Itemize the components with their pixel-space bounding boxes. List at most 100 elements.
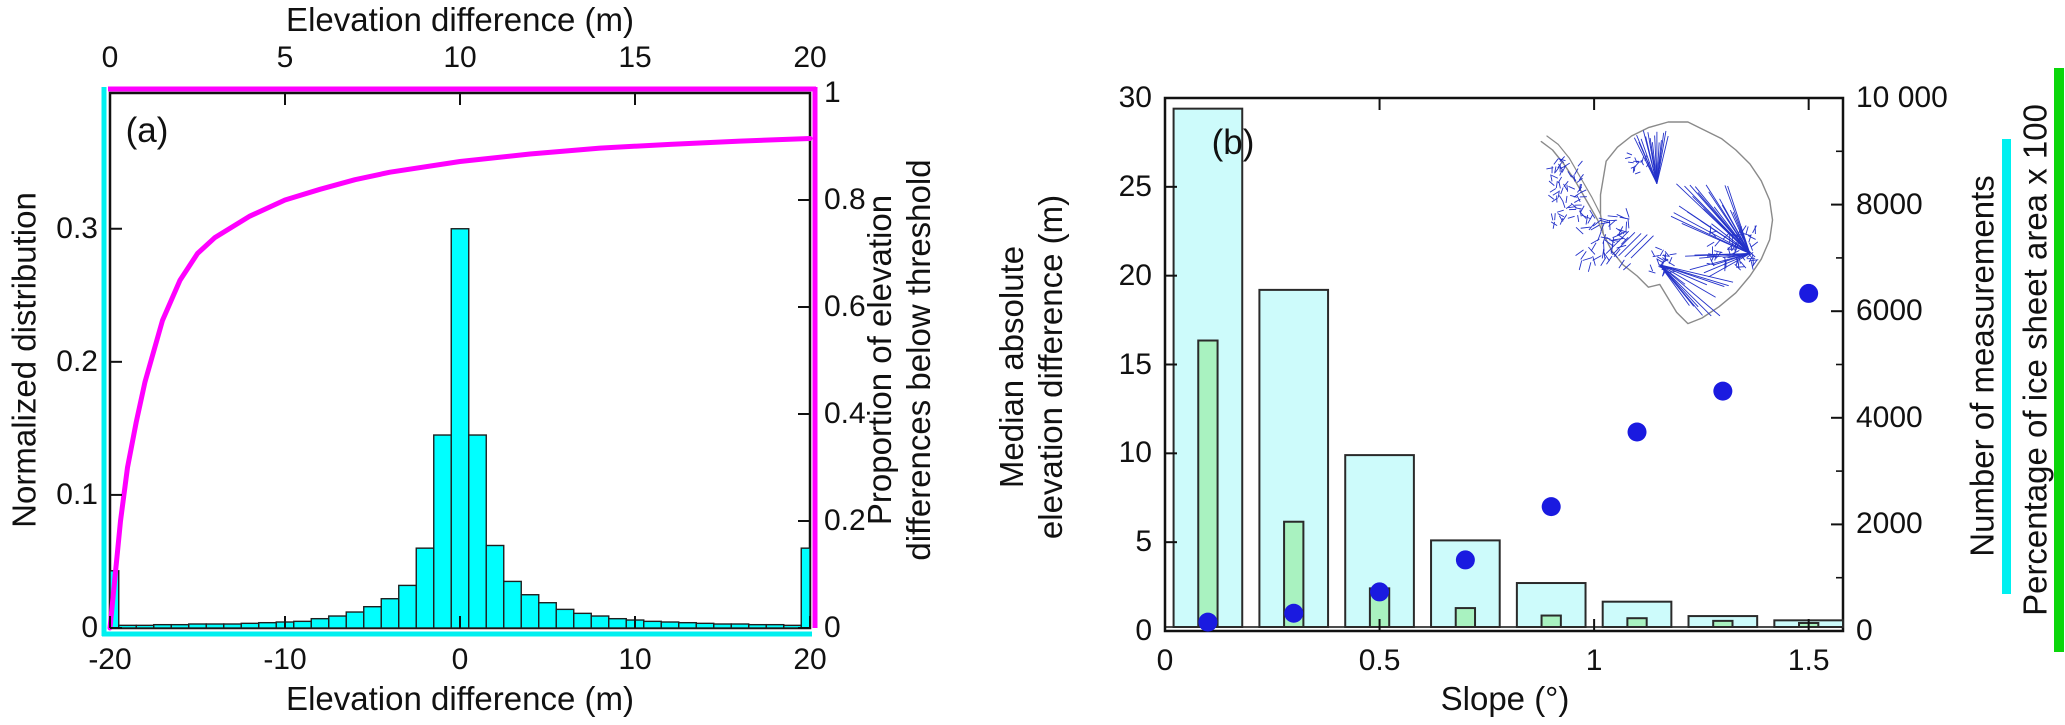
flight-track xyxy=(1576,177,1583,183)
flight-track xyxy=(1567,170,1572,178)
flight-track xyxy=(1656,130,1667,184)
flight-track xyxy=(1570,194,1578,198)
ice-area-bar xyxy=(1197,339,1219,628)
flight-track xyxy=(1656,258,1660,266)
flight-track xyxy=(1710,253,1716,262)
tick-label: 5 xyxy=(1135,525,1152,559)
flight-track xyxy=(1592,255,1602,261)
flight-track xyxy=(1604,239,1613,247)
histogram-bar xyxy=(363,606,382,629)
tick-label: 0.8 xyxy=(824,183,866,216)
histogram-bar xyxy=(433,434,452,629)
flight-track xyxy=(1546,167,1554,170)
flight-track xyxy=(1598,217,1609,222)
flight-track xyxy=(1623,263,1631,271)
tick-label: 0.2 xyxy=(824,504,866,537)
flight-track xyxy=(1608,219,1617,227)
flight-track xyxy=(1589,209,1596,219)
panel-a-label: (a) xyxy=(125,111,169,150)
flight-track xyxy=(1737,226,1742,235)
flight-track xyxy=(1558,195,1564,202)
flight-track xyxy=(1618,233,1642,257)
flight-track xyxy=(1587,262,1592,272)
flight-track xyxy=(1741,225,1747,233)
flight-track xyxy=(1711,223,1751,254)
median-diff-dot xyxy=(1541,497,1561,517)
b-left-axis-title-line2: elevation difference (m) xyxy=(1032,194,1069,540)
flight-track xyxy=(1577,186,1582,193)
histogram-bar xyxy=(573,612,592,629)
tick-label: 30 xyxy=(1118,81,1152,114)
flight-track xyxy=(1662,257,1669,262)
median-diff-dot xyxy=(1713,381,1733,401)
flight-track xyxy=(1634,161,1640,167)
histogram-bar xyxy=(660,621,680,629)
flight-track xyxy=(1562,214,1568,221)
tick-label: 15 xyxy=(1118,347,1152,381)
flight-track xyxy=(1550,213,1554,221)
tick-label: 0 xyxy=(101,41,119,74)
ice-area-bar xyxy=(1283,520,1305,628)
legend-green-swatch-bar xyxy=(2054,68,2064,652)
flight-track xyxy=(1563,183,1568,191)
flight-track xyxy=(1668,261,1675,267)
flight-track xyxy=(1562,201,1566,208)
flight-track xyxy=(1625,221,1628,232)
histogram-bar xyxy=(135,624,155,629)
tick-label: 10 000 xyxy=(1856,81,1948,114)
flight-track xyxy=(1620,236,1629,245)
histogram-bar xyxy=(713,623,732,629)
tick-label: 10 xyxy=(443,41,477,74)
histogram-bar xyxy=(695,622,715,629)
flight-track xyxy=(1563,162,1570,168)
flight-track xyxy=(1697,192,1751,254)
flight-track xyxy=(1713,206,1751,254)
median-diff-dot xyxy=(1799,283,1819,303)
flight-track xyxy=(1588,246,1596,255)
flight-track xyxy=(1659,264,1734,283)
flight-track xyxy=(1556,209,1564,213)
tick-label: 20 xyxy=(1118,258,1152,292)
flight-track xyxy=(1579,211,1587,219)
histogram-bar xyxy=(678,621,697,629)
b-bottom-axis-title: Slope (°) xyxy=(1440,680,1570,717)
median-diff-dot xyxy=(1198,612,1218,632)
flight-track xyxy=(1628,161,1634,164)
flight-track xyxy=(1736,239,1741,248)
flight-track xyxy=(1550,221,1558,227)
flight-track xyxy=(1603,252,1610,262)
tick-label: 0.5 xyxy=(1358,644,1401,677)
flight-track xyxy=(1566,184,1569,192)
tick-label: 1 xyxy=(824,76,841,109)
b-legend-ice-area-label: Percentage of ice sheet area x 100 xyxy=(2016,104,2054,616)
flight-track xyxy=(1627,218,1630,229)
tick-label: 0 xyxy=(1856,614,1873,647)
flight-track xyxy=(1580,226,1591,229)
flight-track xyxy=(1617,234,1627,241)
tick-label: 15 xyxy=(618,41,652,74)
ice-area-bar xyxy=(1626,617,1648,629)
tick-label: 25 xyxy=(1118,169,1152,203)
a-bottom-axis-title: Elevation difference (m) xyxy=(286,680,634,717)
flight-track xyxy=(1574,207,1582,210)
flight-track xyxy=(1560,187,1564,195)
flight-track xyxy=(1600,222,1606,232)
flight-track xyxy=(1548,194,1555,200)
flight-track xyxy=(1578,260,1583,271)
flight-track xyxy=(1732,234,1742,236)
a-right-axis-title: Proportion of elevation differences belo… xyxy=(861,159,939,560)
flight-track xyxy=(1558,158,1566,162)
tick-label: 0.2 xyxy=(56,344,98,378)
histogram-bar xyxy=(310,617,330,629)
tick-label: 5 xyxy=(276,41,294,74)
flight-track xyxy=(1559,217,1564,225)
flight-track xyxy=(1549,188,1557,193)
flight-track xyxy=(1567,215,1575,219)
flight-track xyxy=(1625,156,1631,159)
flight-track xyxy=(1709,225,1712,234)
flight-track xyxy=(1739,231,1744,240)
histogram-bar xyxy=(415,547,435,629)
flight-track xyxy=(1580,251,1587,260)
flight-track xyxy=(1664,251,1670,258)
tick-label: 6000 xyxy=(1856,294,1923,328)
